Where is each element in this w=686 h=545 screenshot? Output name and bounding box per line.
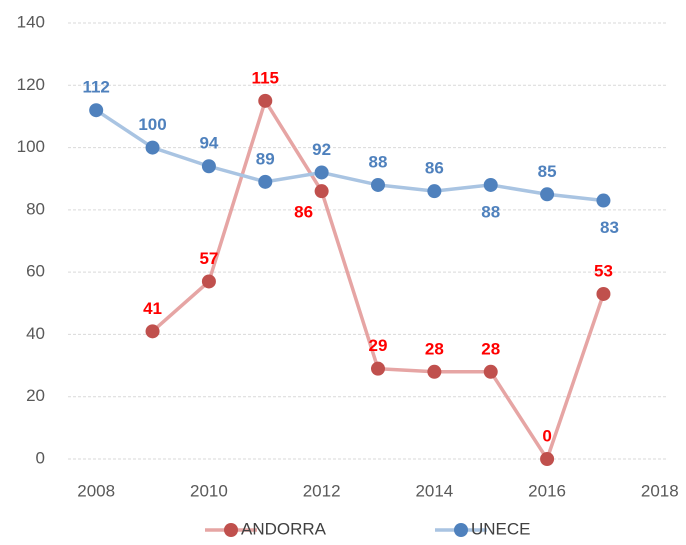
x-tick-label: 2016 — [528, 481, 566, 500]
marker — [540, 187, 555, 202]
data-label: 53 — [594, 261, 613, 280]
marker — [201, 274, 216, 289]
data-label: 28 — [425, 339, 444, 358]
marker — [314, 184, 329, 199]
marker — [89, 103, 104, 118]
x-tick-label: 2012 — [303, 481, 341, 500]
legend-label: UNECE — [471, 519, 531, 538]
marker — [371, 361, 385, 376]
data-label: 86 — [294, 203, 313, 222]
y-tick-label: 140 — [17, 12, 45, 31]
marker — [483, 177, 498, 192]
x-tick-label: 2010 — [190, 481, 228, 500]
y-tick-label: 40 — [26, 324, 45, 343]
data-label: 28 — [481, 339, 500, 358]
marker — [314, 165, 329, 180]
legend-label: ANDORRA — [241, 519, 327, 538]
marker — [201, 159, 216, 174]
data-label: 88 — [481, 202, 500, 221]
data-label: 57 — [199, 249, 218, 268]
data-label: 100 — [138, 115, 166, 134]
y-tick-label: 20 — [26, 386, 45, 405]
data-label: 0 — [542, 426, 551, 445]
x-tick-label: 2014 — [415, 481, 453, 500]
data-label: 112 — [82, 78, 109, 97]
marker — [145, 324, 160, 339]
legend-marker — [224, 523, 238, 537]
marker — [258, 174, 273, 189]
data-label: 29 — [369, 336, 388, 355]
x-tick-label: 2018 — [641, 481, 679, 500]
y-tick-label: 0 — [36, 448, 45, 467]
data-label: 115 — [252, 68, 279, 87]
data-label: 88 — [369, 152, 388, 171]
marker — [371, 177, 385, 192]
data-label: 89 — [256, 149, 275, 168]
marker — [483, 364, 498, 379]
data-label: 94 — [199, 134, 218, 153]
legend-marker — [454, 523, 468, 537]
data-label: 83 — [600, 218, 619, 237]
marker — [596, 193, 611, 208]
marker — [145, 140, 160, 155]
data-label: 92 — [312, 140, 331, 159]
marker — [540, 452, 555, 466]
y-tick-label: 100 — [17, 137, 45, 156]
data-label: 85 — [538, 162, 557, 181]
marker — [427, 184, 442, 199]
x-tick-label: 2008 — [77, 481, 115, 500]
data-label: 86 — [425, 159, 444, 178]
y-tick-label: 80 — [26, 199, 45, 218]
data-label: 41 — [143, 299, 162, 318]
line — [95, 108, 604, 203]
marker — [427, 364, 442, 379]
marker — [596, 286, 611, 301]
y-tick-label: 120 — [17, 75, 45, 94]
marker — [258, 93, 273, 108]
y-tick-label: 60 — [26, 262, 45, 281]
